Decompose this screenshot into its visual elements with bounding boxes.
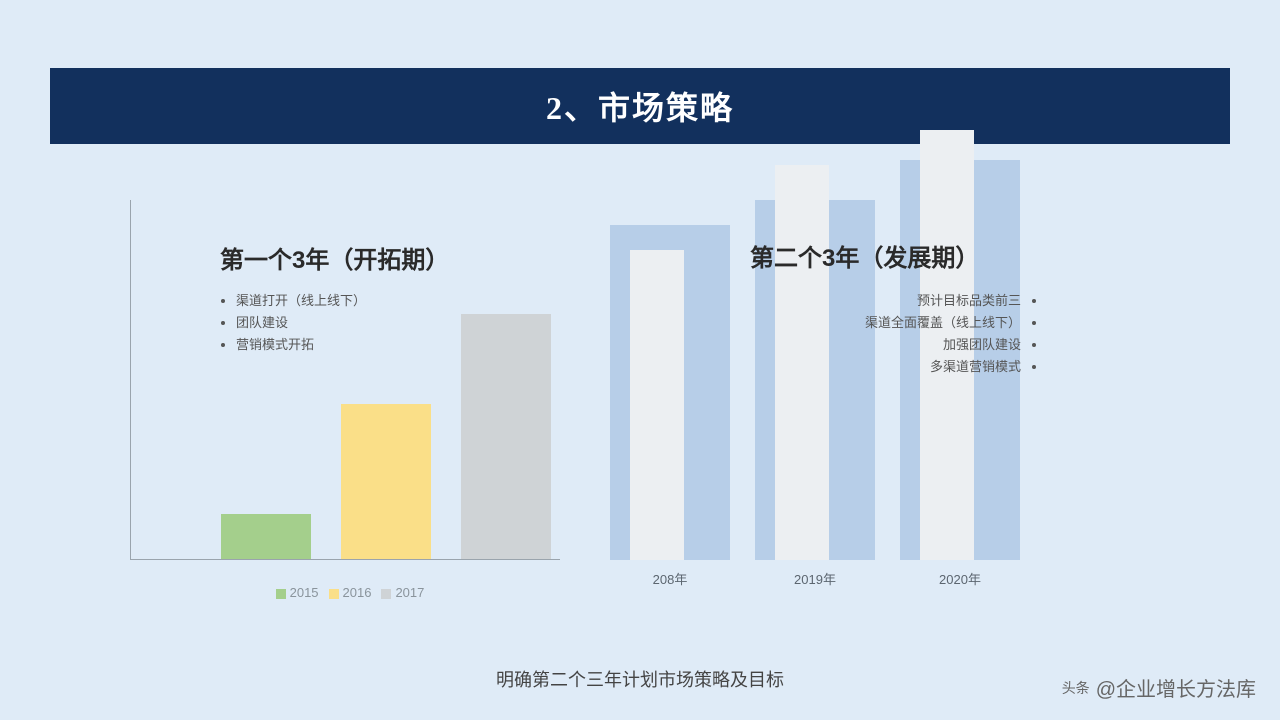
watermark: 头条 @企业增长方法库 [1062, 673, 1256, 702]
right-chart: 第二个3年（发展期） 预计目标品类前三渠道全面覆盖（线上线下）加强团队建设多渠道… [610, 160, 1040, 600]
legend-label: 2017 [395, 585, 424, 600]
left-chart-bar [221, 514, 311, 559]
left-chart-heading: 第一个3年（开拓期） [220, 240, 449, 275]
watermark-text: @企业增长方法库 [1096, 673, 1256, 702]
legend-swatch [329, 589, 339, 599]
legend-label: 2016 [343, 585, 372, 600]
footer-text: 明确第二个三年计划市场策略及目标 [496, 670, 784, 690]
right-chart-bullet: 渠道全面覆盖（线上线下） [805, 312, 1021, 334]
right-chart-bullet: 加强团队建设 [805, 334, 1021, 356]
right-chart-bullets: 预计目标品类前三渠道全面覆盖（线上线下）加强团队建设多渠道营销模式 [805, 290, 1025, 378]
right-chart-bargroup [610, 120, 730, 560]
legend-swatch [276, 589, 286, 599]
right-chart-front-bar [630, 250, 684, 560]
right-chart-bullet: 多渠道营销模式 [805, 356, 1021, 378]
left-chart-bar [341, 404, 431, 559]
left-chart-bullets: 渠道打开（线上线下）团队建设营销模式开拓 [220, 290, 366, 356]
right-chart-bullet: 预计目标品类前三 [805, 290, 1021, 312]
right-chart-xlabel: 2020年 [900, 569, 1020, 588]
left-chart-bullet: 营销模式开拓 [236, 334, 366, 356]
legend-swatch [381, 589, 391, 599]
left-chart-bullet: 渠道打开（线上线下） [236, 290, 366, 312]
right-chart-xlabel: 2019年 [755, 569, 875, 588]
legend-label: 2015 [290, 585, 319, 600]
left-chart-bar [461, 314, 551, 559]
left-chart-legend: 2015 2016 2017 [130, 585, 560, 600]
watermark-label: 头条 [1062, 681, 1090, 695]
right-chart-heading: 第二个3年（发展期） [750, 238, 979, 273]
left-chart: 第一个3年（开拓期） 渠道打开（线上线下）团队建设营销模式开拓 2015 2016… [130, 200, 560, 600]
right-chart-xlabel: 208年 [610, 569, 730, 588]
left-chart-bullet: 团队建设 [236, 312, 366, 334]
